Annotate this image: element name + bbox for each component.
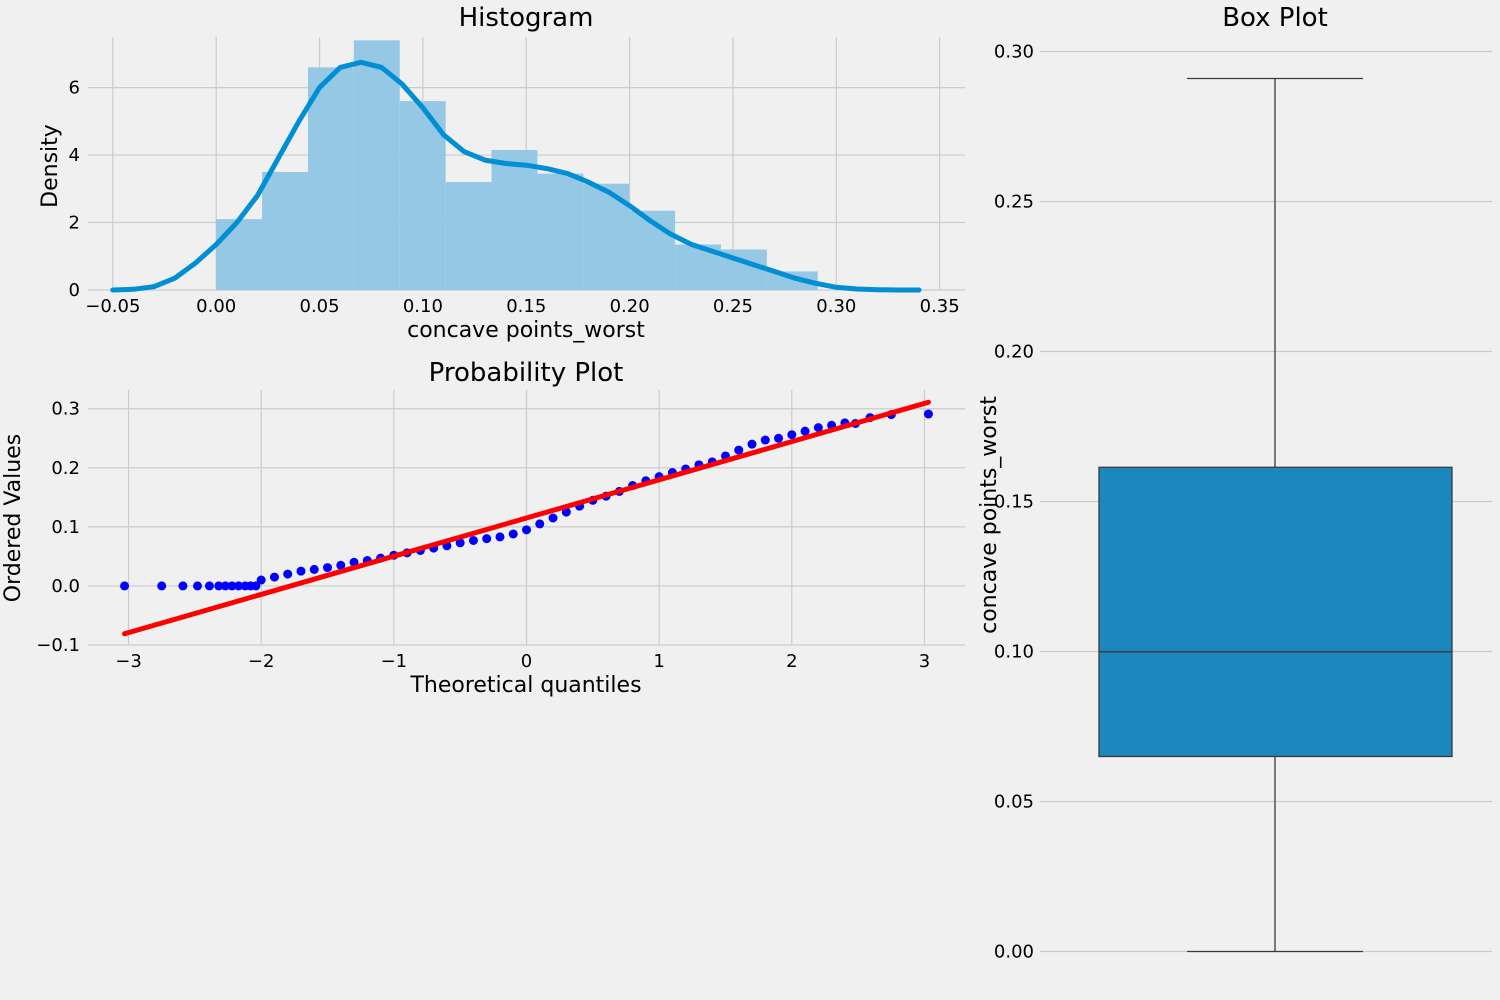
probability-plot-point: [296, 566, 306, 576]
box-plot-y-tick-label: 0.00: [994, 942, 1034, 963]
box-plot-ticks: 0.00 0.05 0.10 0.15 0.20 0.25 0.30: [994, 42, 1034, 963]
histogram-kde-line: [110, 59, 922, 293]
box-plot-title: Box Plot: [1222, 3, 1328, 33]
probability-plot-point: [468, 535, 478, 545]
probability-plot-fit-line: [122, 399, 931, 637]
histogram-bar: [445, 182, 492, 290]
histogram-y-tick-label: 2: [69, 213, 80, 234]
probability-plot-x-tick-label: 0: [521, 651, 532, 672]
probability-plot-point: [269, 572, 279, 582]
probability-plot-point: [522, 525, 531, 535]
probability-plot-title: Probability Plot: [429, 358, 624, 388]
probability-plot-point: [309, 564, 319, 574]
probability-plot-point: [227, 581, 237, 591]
histogram-bar: [766, 271, 818, 290]
histogram-x-tick-label: 0.15: [506, 296, 546, 317]
box-plot-y-tick-label: 0.25: [994, 192, 1034, 213]
probability-plot-point: [323, 563, 333, 573]
histogram-y-tick-label: 6: [69, 78, 80, 99]
probability-plot-point: [283, 569, 293, 579]
probability-plot-point: [336, 560, 346, 570]
probability-plot-x-label: Theoretical quantiles: [409, 673, 641, 698]
probability-plot-point: [234, 581, 244, 591]
probability-plot-point: [734, 445, 744, 455]
probability-plot-x-tick-label: −1: [381, 651, 408, 672]
histogram-x-tick-label: 0.25: [713, 296, 753, 317]
probability-plot-point: [256, 575, 266, 585]
probability-plot-x-tick-label: 2: [786, 651, 797, 672]
probability-plot-point: [482, 534, 492, 544]
box-plot-y-tick-label: 0.05: [994, 792, 1034, 813]
probability-plot-point: [204, 581, 214, 591]
probability-plot-y-tick-label: −0.1: [36, 635, 80, 656]
histogram-x-tick-label: 0.30: [816, 296, 856, 317]
probability-plot-y-tick-label: 0.0: [51, 576, 80, 597]
probability-plot-point: [251, 581, 261, 591]
probability-plot-point: [747, 439, 757, 449]
probability-plot-x-tick-label: −3: [115, 651, 142, 672]
probability-plot-point: [535, 519, 545, 529]
histogram-bars: [216, 40, 818, 291]
box-plot-panel: 0.00 0.05 0.10 0.15 0.20 0.25 0.30 Box Plot co…: [977, 3, 1492, 963]
probability-plot-y-tick-label: 0.3: [51, 399, 80, 420]
probability-plot-point: [787, 430, 797, 440]
histogram-panel: −0.05 0.00 0.05 0.10 0.15 0.20 0.25 0.30 0.35 0 2 4…: [38, 3, 965, 343]
histogram-y-tick-label: 4: [69, 145, 80, 166]
histogram-y-tick-label: 0: [69, 280, 80, 301]
probability-plot-point: [800, 426, 810, 436]
probability-plot-panel: −3 −2 −1 0 1 2 3 −0.1 0.0 0.1 0.2 0.3 Probability P…: [1, 358, 965, 698]
box-plot-y-tick-label: 0.20: [994, 342, 1034, 363]
histogram-title: Histogram: [459, 3, 594, 33]
probability-plot-point: [214, 581, 224, 591]
histogram-bar: [216, 219, 263, 290]
histogram-x-tick-label: 0.35: [920, 296, 960, 317]
probability-plot-x-tick-label: 1: [653, 651, 664, 672]
histogram-x-tick-label: 0.20: [610, 296, 650, 317]
probability-plot-point: [495, 532, 505, 542]
probability-plot-y-tick-label: 0.2: [51, 458, 80, 479]
histogram-ticks: −0.05 0.00 0.05 0.10 0.15 0.20 0.25 0.30 0.35 0 2 4…: [69, 78, 960, 317]
box-plot-y-label: concave points_worst: [977, 396, 1002, 634]
probability-plot-point: [193, 581, 203, 591]
box-plot-y-tick-label: 0.15: [994, 492, 1034, 513]
probability-plot-point: [548, 513, 558, 523]
box-plot-y-tick-label: 0.30: [994, 42, 1034, 63]
histogram-bar: [399, 101, 446, 291]
probability-plot-point: [220, 581, 230, 591]
probability-plot-x-tick-label: −2: [248, 651, 275, 672]
probability-plot-point: [178, 581, 188, 591]
probability-plot-point: [120, 581, 130, 591]
probability-plot-point: [508, 529, 518, 539]
probability-plot-point: [455, 538, 465, 548]
box-plot-shape: [1098, 77, 1453, 953]
histogram-bar: [262, 171, 308, 290]
probability-plot-point: [923, 409, 933, 419]
histogram-x-tick-label: −0.05: [85, 296, 140, 317]
probability-plot-ticks: −3 −2 −1 0 1 2 3 −0.1 0.0 0.1 0.2 0.3: [36, 399, 930, 672]
histogram-x-tick-label: 0.00: [196, 296, 236, 317]
histogram-x-label: concave points_worst: [407, 318, 645, 343]
probability-plot-y-tick-label: 0.1: [51, 517, 80, 538]
box-plot-box: [1098, 466, 1453, 758]
probability-plot-x-tick-label: 3: [919, 651, 930, 672]
histogram-bar: [491, 150, 538, 290]
histogram-x-tick-label: 0.05: [300, 296, 340, 317]
histogram-x-tick-label: 0.10: [403, 296, 443, 317]
probability-plot-y-label: Ordered Values: [1, 434, 26, 602]
probability-plot-point: [813, 423, 823, 433]
histogram-y-label: Density: [38, 124, 63, 208]
probability-plot-point: [760, 435, 770, 445]
histogram-bar: [307, 67, 354, 290]
histogram-bar: [537, 173, 584, 290]
probability-plot-point: [561, 507, 571, 517]
probability-plot-point: [774, 433, 784, 443]
histogram-bar: [353, 40, 400, 290]
probability-plot-grid: [88, 390, 965, 646]
box-plot-y-tick-label: 0.10: [994, 642, 1034, 663]
probability-plot-point: [157, 581, 167, 591]
